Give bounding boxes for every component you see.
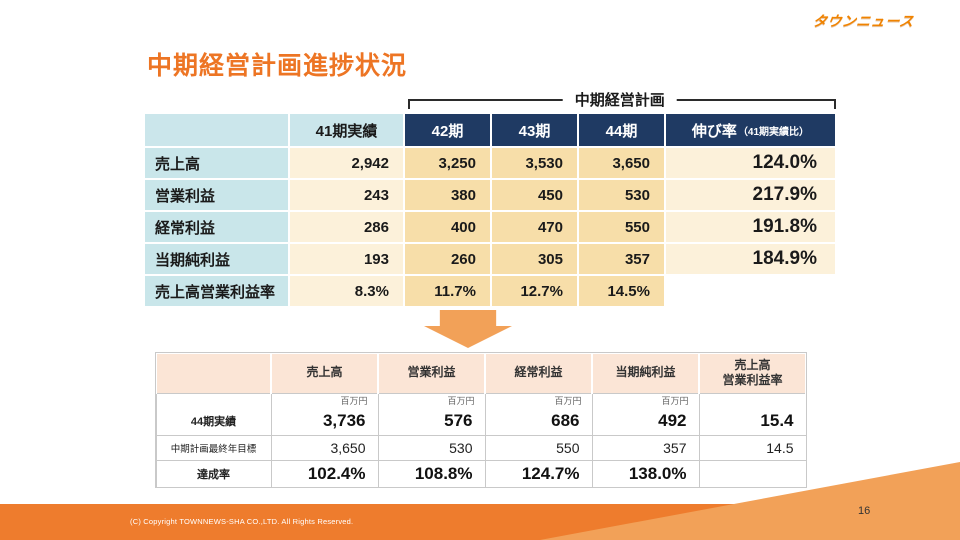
t2-header-row: 売上高 営業利益 経常利益 当期純利益 売上高 営業利益率 <box>155 352 807 394</box>
t2-cell: 550 <box>484 434 593 461</box>
page-title: 中期経営計画進捗状況 <box>147 52 408 80</box>
t1-cell-42: 260 <box>405 244 490 274</box>
t2-cell: 108.8% <box>377 459 486 488</box>
t2-cell: 102.4% <box>270 459 379 488</box>
t2-row-achievement: 達成率 102.4% 108.8% 124.7% 138.0% <box>155 459 807 488</box>
t1-header-41: 41期実績 <box>290 114 403 146</box>
t1-cell-44: 357 <box>579 244 664 274</box>
t2-unit-empty <box>155 392 272 408</box>
t1-cell-41: 2,942 <box>290 148 403 178</box>
t1-header-growth-main: 伸び率 <box>691 122 737 140</box>
t1-cell-41: 193 <box>290 244 403 274</box>
page-number: 16 <box>858 505 871 517</box>
t2-header-sales: 売上高 <box>270 352 379 394</box>
t2-cell: 14.5 <box>698 434 807 461</box>
t1-row-label: 売上高営業利益率 <box>145 276 288 306</box>
t2-cell <box>698 459 807 488</box>
t1-header-empty <box>145 114 288 146</box>
t2-cell: 15.4 <box>698 407 807 436</box>
t1-cell-43: 450 <box>492 180 577 210</box>
t1-cell-44: 550 <box>579 212 664 242</box>
t1-cell-42: 11.7% <box>405 276 490 306</box>
t1-cell-42: 400 <box>405 212 490 242</box>
t2-header-operating-profit: 営業利益 <box>377 352 486 394</box>
midterm-plan-table: 41期実績 42期 43期 44期 伸び率 （41期実績比） 売上高 2,942… <box>145 114 835 306</box>
t2-unit <box>698 392 807 408</box>
t1-cell-44: 530 <box>579 180 664 210</box>
t2-row-label: 中期計画最終年目標 <box>155 434 272 461</box>
t1-cell-43: 305 <box>492 244 577 274</box>
t1-cell-43: 3,530 <box>492 148 577 178</box>
t1-cell-growth <box>666 276 835 306</box>
t2-row-target: 中期計画最終年目標 3,650 530 550 357 14.5 <box>155 434 807 461</box>
t1-header-growth: 伸び率 （41期実績比） <box>666 114 835 146</box>
bracket-label: 中期経営計画 <box>562 89 677 110</box>
t1-cell-growth: 217.9% <box>666 180 835 210</box>
t1-cell-growth: 184.9% <box>666 244 835 274</box>
t1-cell-44: 3,650 <box>579 148 664 178</box>
t2-header-empty <box>155 352 272 394</box>
t2-cell: 357 <box>591 434 700 461</box>
t1-row-label: 売上高 <box>145 148 288 178</box>
bracket-tick-left <box>408 99 410 109</box>
t1-header-43: 43期 <box>492 114 577 146</box>
bracket-tick-right <box>834 99 836 109</box>
results-table: 売上高 営業利益 経常利益 当期純利益 売上高 営業利益率 百万円 百万円 百万… <box>155 352 807 488</box>
t1-row-label: 経常利益 <box>145 212 288 242</box>
t2-cell: 686 <box>484 407 593 436</box>
t2-cell: 576 <box>377 407 486 436</box>
t1-cell-growth: 191.8% <box>666 212 835 242</box>
t1-cell-43: 12.7% <box>492 276 577 306</box>
t1-cell-growth: 124.0% <box>666 148 835 178</box>
t2-unit: 百万円 <box>591 392 700 408</box>
t1-cell-42: 3,250 <box>405 148 490 178</box>
t2-unit: 百万円 <box>377 392 486 408</box>
t1-cell-44: 14.5% <box>579 276 664 306</box>
t2-row-label: 44期実績 <box>155 407 272 436</box>
midterm-plan-bracket: 中期経営計画 <box>408 88 836 110</box>
t2-unit-row: 百万円 百万円 百万円 百万円 <box>155 392 807 408</box>
t2-header-net-profit: 当期純利益 <box>591 352 700 394</box>
t2-unit: 百万円 <box>484 392 593 408</box>
t2-cell: 530 <box>377 434 486 461</box>
t2-cell: 492 <box>591 407 700 436</box>
copyright-text: (C) Copyright TOWNNEWS-SHA CO.,LTD. All … <box>130 517 354 526</box>
t1-cell-41: 243 <box>290 180 403 210</box>
t2-row-label: 達成率 <box>155 459 272 488</box>
t2-row-actual: 44期実績 3,736 576 686 492 15.4 <box>155 407 807 436</box>
townnews-logo: タウンニュース <box>812 13 916 29</box>
t2-cell: 124.7% <box>484 459 593 488</box>
t2-unit: 百万円 <box>270 392 379 408</box>
t2-cell: 3,736 <box>270 407 379 436</box>
t1-row-label: 営業利益 <box>145 180 288 210</box>
t2-cell: 138.0% <box>591 459 700 488</box>
t2-cell: 3,650 <box>270 434 379 461</box>
t1-cell-41: 286 <box>290 212 403 242</box>
t1-header-44: 44期 <box>579 114 664 146</box>
t1-header-42: 42期 <box>405 114 490 146</box>
t1-row-label: 当期純利益 <box>145 244 288 274</box>
t1-cell-41: 8.3% <box>290 276 403 306</box>
t1-header-growth-sub: （41期実績比） <box>737 126 810 138</box>
t2-header-margin: 売上高 営業利益率 <box>698 352 807 394</box>
t1-cell-43: 470 <box>492 212 577 242</box>
t1-cell-42: 380 <box>405 180 490 210</box>
t2-header-ordinary-profit: 経常利益 <box>484 352 593 394</box>
down-arrow-icon <box>424 310 512 348</box>
